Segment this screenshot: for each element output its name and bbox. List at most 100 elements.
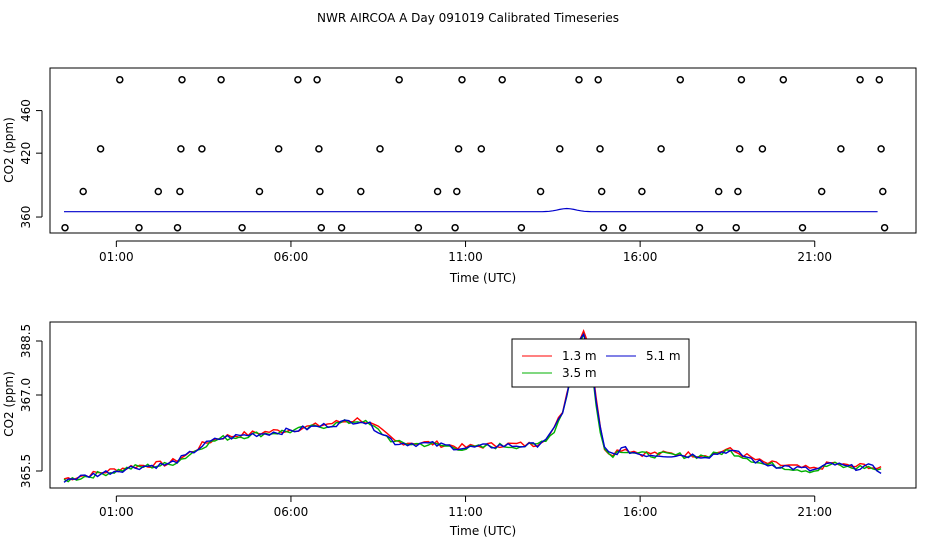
scatter-point [879, 187, 887, 196]
scatter-point [837, 145, 845, 153]
bottom-y-axis: 365.5 367.0 388.5 [19, 324, 43, 488]
scatter-point [596, 145, 604, 153]
bottom-x-tick-label: 11:00 [448, 505, 483, 519]
bottom-y-axis-label: CO2 (ppm) [2, 371, 16, 437]
scatter-point [758, 145, 767, 153]
scatter-point [357, 187, 365, 196]
scatter-point [154, 187, 163, 196]
top-x-tick-label: 21:00 [797, 250, 832, 264]
bottom-y-tick-label: 367.0 [19, 378, 33, 412]
top-plot-frame [49, 67, 917, 234]
scatter-point [737, 75, 746, 84]
scatter-point [173, 223, 182, 232]
scatter-point [498, 75, 506, 84]
bottom-y-tick-label: 388.5 [19, 324, 33, 358]
scatter-point [414, 223, 423, 232]
bottom-x-tick-label: 21:00 [797, 505, 832, 519]
bottom-y-tick-label: 365.5 [19, 454, 33, 488]
scatter-point [317, 223, 326, 232]
bottom-x-axis: 01:00 06:00 11:00 16:00 21:00 [99, 495, 832, 519]
scatter-point [536, 187, 545, 196]
bottom-x-axis-label: Time (UTC) [449, 524, 516, 538]
scatter-point [714, 187, 723, 196]
scatter-point [61, 223, 69, 232]
scatter-point [477, 145, 486, 153]
scatter-point [618, 223, 627, 232]
scatter-point [79, 187, 87, 196]
scatter-point [177, 145, 185, 153]
top-series-line-path [64, 207, 878, 213]
scatter-point [638, 187, 646, 196]
legend-box [511, 338, 690, 388]
scatter-point [337, 223, 346, 232]
top-y-axis: 360 420 460 [19, 99, 43, 229]
scatter-point [135, 223, 143, 232]
scatter-point [657, 145, 665, 153]
scatter-point [517, 223, 526, 232]
scatter-point [178, 75, 186, 84]
scatter-point [599, 223, 608, 232]
scatter-point [451, 223, 459, 232]
scatter-point [454, 145, 463, 153]
top-x-tick-label: 11:00 [448, 250, 483, 264]
bottom-panel: 365.5 367.0 388.5 01:00 06:00 11:00 16:00 21:0… [2, 321, 917, 538]
top-points [61, 75, 889, 232]
scatter-point [255, 187, 264, 196]
bottom-x-tick-label: 01:00 [99, 505, 134, 519]
top-x-tick-label: 16:00 [623, 250, 658, 264]
top-y-tick-label: 460 [19, 99, 33, 122]
scatter-point [798, 223, 807, 232]
scatter-point [597, 187, 606, 196]
top-x-tick-label: 06:00 [274, 250, 309, 264]
legend-label-5-1m: 5.1 m [646, 349, 681, 363]
scatter-point [433, 187, 442, 196]
scatter-point [695, 223, 704, 232]
bottom-x-tick-label: 16:00 [623, 505, 658, 519]
scatter-point [453, 187, 461, 196]
series-line-1-3-m [63, 328, 882, 481]
scatter-point [458, 75, 466, 84]
top-x-axis: 01:00 06:00 11:00 16:00 21:00 [99, 240, 832, 264]
scatter-point [856, 75, 864, 84]
legend-label-3-5m: 3.5 m [562, 366, 597, 380]
scatter-point [676, 75, 685, 84]
legend: 1.3 m 5.1 m 3.5 m [511, 338, 690, 388]
scatter-point [735, 145, 744, 153]
scatter-point [315, 145, 323, 153]
top-x-tick-label: 01:00 [99, 250, 134, 264]
scatter-point [594, 75, 602, 84]
scatter-point [575, 75, 583, 84]
scatter-point [880, 223, 889, 232]
scatter-point [376, 145, 384, 153]
top-y-tick-label: 360 [19, 206, 33, 229]
top-y-tick-label: 420 [19, 142, 33, 165]
scatter-point [779, 75, 788, 84]
scatter-point [116, 75, 124, 84]
scatter-point [274, 145, 283, 153]
scatter-point [877, 145, 885, 153]
scatter-point [238, 223, 246, 232]
top-series-line [64, 207, 878, 213]
top-y-axis-label: CO2 (ppm) [2, 117, 16, 183]
scatter-point [316, 187, 324, 196]
scatter-point [734, 187, 742, 196]
bottom-series-lines [63, 328, 882, 483]
legend-label-1-3m: 1.3 m [562, 349, 597, 363]
scatter-point [217, 75, 225, 84]
series-line-5-1-m [63, 332, 882, 483]
top-x-axis-label: Time (UTC) [449, 271, 516, 285]
bottom-x-tick-label: 06:00 [274, 505, 309, 519]
scatter-point [96, 145, 105, 153]
scatter-point [875, 75, 884, 84]
scatter-point [198, 145, 206, 153]
scatter-point [176, 187, 184, 196]
scatter-point [556, 145, 564, 153]
top-panel: 360 420 460 01:00 06:00 11:00 16:00 21:00 CO2 … [2, 67, 917, 285]
scatter-point [732, 223, 740, 232]
scatter-point [395, 75, 403, 84]
scatter-point [817, 187, 826, 196]
scatter-point [294, 75, 302, 84]
scatter-point [313, 75, 321, 84]
chart-title: NWR AIRCOA A Day 091019 Calibrated Times… [317, 11, 619, 25]
